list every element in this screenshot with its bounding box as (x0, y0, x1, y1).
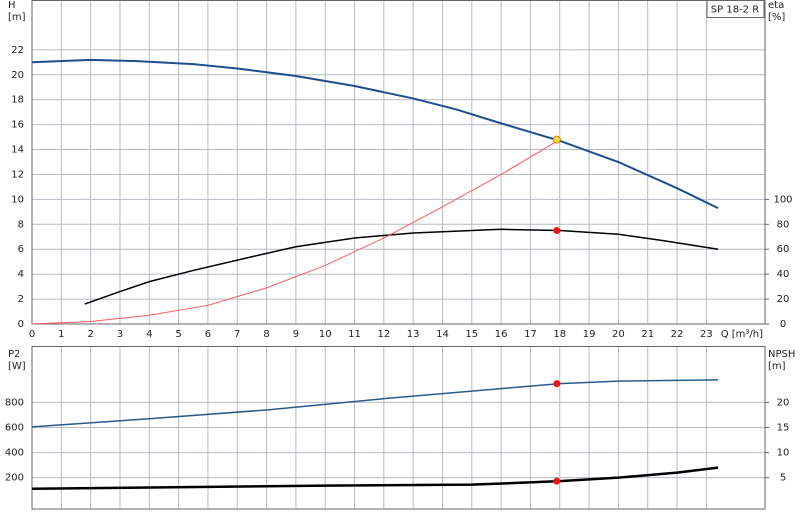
y-tick-label: 800 (5, 397, 24, 408)
x-tick-label: 14 (436, 329, 449, 340)
x-tick-label: 7 (234, 329, 240, 340)
curve (31, 139, 561, 325)
y2-tick-label: 0 (780, 319, 786, 330)
x-tick-label: 1 (58, 329, 64, 340)
x-tick-label: 6 (205, 329, 211, 340)
y2-tick-label: 40 (777, 269, 790, 280)
x-tick-label: 4 (146, 329, 152, 340)
x-tick-label: 22 (671, 329, 684, 340)
x-tick-label: 5 (175, 329, 181, 340)
x-tick-label: 2 (87, 329, 93, 340)
x-tick-label: 17 (524, 329, 537, 340)
x-tick-label: 9 (293, 329, 299, 340)
x-tick-label: 3 (117, 329, 123, 340)
y-tick-label: 2 (18, 294, 24, 305)
y-tick-label: 200 (5, 473, 24, 484)
y2-tick-label: 20 (777, 294, 790, 305)
y2-tick-label: 15 (777, 423, 790, 434)
y2-tick-label: 80 (777, 219, 790, 230)
curve (84, 228, 719, 305)
x-tick-label: 13 (407, 329, 420, 340)
y2-axis-label: [m] (768, 361, 786, 372)
y-tick-label: 0 (18, 319, 24, 330)
x-tick-label: 11 (348, 329, 361, 340)
x-axis-label: Q [m³/h] (721, 329, 763, 340)
x-tick-label: 10 (319, 329, 332, 340)
y2-tick-label: 60 (777, 244, 790, 255)
x-tick-label: 16 (495, 329, 508, 340)
x-tick-label: 18 (553, 329, 566, 340)
y2-axis-label: NPSH (768, 349, 795, 360)
y-tick-label: 6 (18, 244, 24, 255)
y-tick-label: 22 (11, 45, 24, 56)
y2-axis-label: [%] (768, 12, 785, 23)
x-tick-label: 15 (465, 329, 478, 340)
y-tick-label: 4 (18, 269, 24, 280)
y-tick-label: 14 (11, 145, 24, 156)
y-axis-label: P2 (8, 349, 20, 360)
y-tick-label: 20 (11, 70, 24, 81)
x-tick-label: 12 (377, 329, 390, 340)
y2-tick-label: 10 (777, 448, 790, 459)
plot-frame (31, 0, 766, 325)
y2-axis-label: eta (768, 0, 784, 11)
curve (31, 379, 719, 428)
x-tick-label: 8 (263, 329, 269, 340)
x-tick-label: 23 (700, 329, 713, 340)
operating-point (553, 227, 561, 235)
y-tick-label: 8 (18, 219, 24, 230)
y-tick-label: 12 (11, 169, 24, 180)
y2-tick-label: 20 (777, 397, 790, 408)
y-axis-label: [W] (8, 361, 26, 372)
title-box (706, 0, 765, 18)
y2-tick-label: 5 (780, 473, 786, 484)
curve (31, 58, 719, 210)
operating-point (553, 477, 561, 485)
y-tick-label: 18 (11, 95, 24, 106)
x-tick-label: 21 (641, 329, 654, 340)
operating-point (553, 380, 561, 388)
operating-point (552, 135, 561, 144)
y2-tick-label: 100 (773, 194, 792, 205)
y-tick-label: 400 (5, 448, 24, 459)
y-axis-label: [m] (8, 12, 26, 23)
chart-title: SP 18-2 R (711, 5, 759, 16)
y-tick-label: 10 (11, 194, 24, 205)
x-tick-label: 19 (583, 329, 596, 340)
y-axis-label: H (8, 0, 16, 11)
y-tick-label: 16 (11, 120, 24, 131)
y-tick-label: 600 (5, 423, 24, 434)
x-tick-label: 0 (29, 329, 35, 340)
x-tick-label: 20 (612, 329, 625, 340)
